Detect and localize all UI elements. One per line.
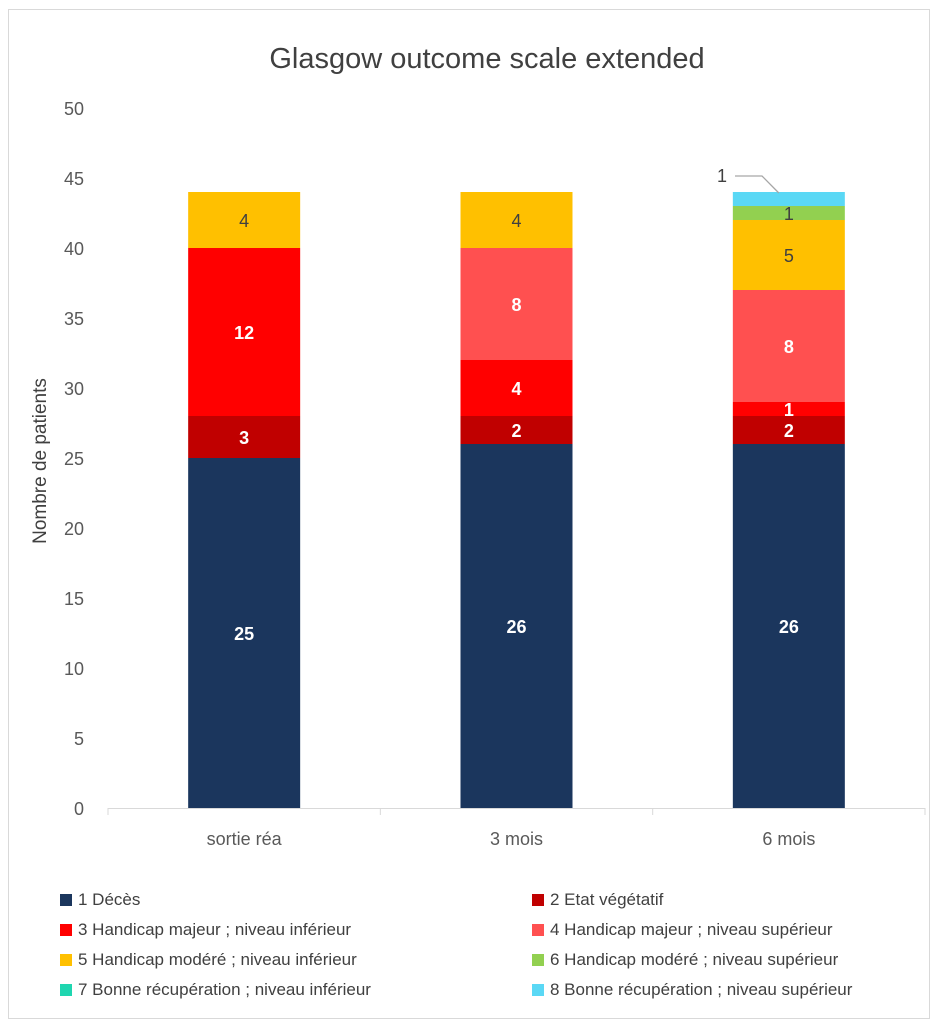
bar-segment <box>732 206 845 220</box>
data-label: 2 <box>511 421 521 441</box>
y-tick-label: 25 <box>64 449 84 469</box>
y-tick-label: 45 <box>64 169 84 189</box>
bar-segment <box>460 192 573 248</box>
legend-label: 5 Handicap modéré ; niveau inférieur <box>78 950 357 969</box>
bar-segment <box>732 444 845 808</box>
data-label: 8 <box>511 295 521 315</box>
x-tick-label: 3 mois <box>490 829 543 849</box>
data-label: 1 <box>717 166 727 186</box>
data-label: 5 <box>784 246 794 266</box>
bar-segment <box>460 444 573 808</box>
data-label: 2 <box>784 421 794 441</box>
data-label: 25 <box>234 624 254 644</box>
bar-segment <box>188 416 301 458</box>
data-label: 26 <box>506 617 526 637</box>
data-label: 4 <box>511 379 521 399</box>
legend-item: 5 Handicap modéré ; niveau inférieur <box>60 950 357 970</box>
legend-swatch <box>60 924 72 936</box>
y-axis-label: Nombre de patients <box>30 378 51 544</box>
data-label: 26 <box>779 617 799 637</box>
bar-segment <box>188 458 301 808</box>
data-label: 1 <box>784 400 794 420</box>
data-label: 8 <box>784 337 794 357</box>
bar-segment <box>460 416 573 444</box>
legend-item: 1 Décès <box>60 890 140 910</box>
bar-segment <box>460 360 573 416</box>
y-tick-label: 15 <box>64 589 84 609</box>
y-tick-label: 10 <box>64 659 84 679</box>
legend-swatch <box>532 954 544 966</box>
legend-swatch <box>60 894 72 906</box>
bar-segment <box>732 416 845 444</box>
bar-segment <box>732 402 845 416</box>
y-tick-label: 50 <box>64 99 84 119</box>
bar-segment <box>732 220 845 290</box>
bar-segment <box>188 248 301 416</box>
chart-title: Glasgow outcome scale extended <box>269 43 704 75</box>
bar-segment <box>188 192 301 248</box>
bar-segment <box>460 248 573 360</box>
chart-canvas: Glasgow outcome scale extended Nombre de… <box>30 43 926 849</box>
x-tick-label: sortie réa <box>207 829 283 849</box>
data-label: 4 <box>511 211 521 231</box>
legend-item: 4 Handicap majeur ; niveau supérieur <box>532 920 833 940</box>
legend-item: 2 Etat végétatif <box>532 890 663 910</box>
legend-item: 7 Bonne récupération ; niveau inférieur <box>60 980 371 1000</box>
legend-item: 3 Handicap majeur ; niveau inférieur <box>60 920 351 940</box>
bars <box>188 192 845 808</box>
bar-segment <box>732 192 845 206</box>
data-label-leader-line <box>735 175 780 194</box>
legend-label: 8 Bonne récupération ; niveau supérieur <box>550 980 853 999</box>
legend-label: 3 Handicap majeur ; niveau inférieur <box>78 920 352 939</box>
data-label: 4 <box>239 211 249 231</box>
x-tick-label: 6 mois <box>762 829 815 849</box>
y-tick-label: 0 <box>74 799 84 819</box>
y-tick-label: 20 <box>64 519 84 539</box>
y-tick-label: 5 <box>74 729 84 749</box>
legend-swatch <box>532 924 544 936</box>
legend-label: 4 Handicap majeur ; niveau supérieur <box>550 920 833 939</box>
legend-label: 2 Etat végétatif <box>550 890 664 909</box>
data-label: 3 <box>239 428 249 448</box>
legend-swatch <box>60 984 72 996</box>
y-tick-label: 40 <box>64 239 84 259</box>
bar-segment <box>732 290 845 402</box>
legend-item: 8 Bonne récupération ; niveau supérieur <box>532 980 852 1000</box>
legend-item: 6 Handicap modéré ; niveau supérieur <box>532 950 838 970</box>
legend-label: 6 Handicap modéré ; niveau supérieur <box>550 950 839 969</box>
legend-label: 7 Bonne récupération ; niveau inférieur <box>78 980 371 999</box>
y-tick-label: 35 <box>64 309 84 329</box>
legend-swatch <box>532 894 544 906</box>
legend-swatch <box>532 984 544 996</box>
data-label: 12 <box>234 323 254 343</box>
legend-swatch <box>60 954 72 966</box>
data-label: 1 <box>784 204 794 224</box>
legend-label: 1 Décès <box>78 890 141 909</box>
y-tick-label: 30 <box>64 379 84 399</box>
